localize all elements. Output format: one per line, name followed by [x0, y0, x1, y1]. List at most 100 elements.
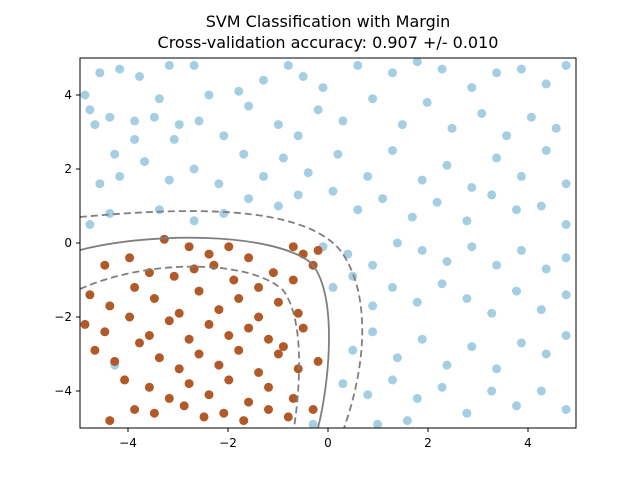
- data-point-outside: [293, 131, 303, 141]
- data-point-outside: [95, 179, 105, 189]
- data-point-outside: [308, 419, 318, 428]
- data-point-outside: [140, 157, 149, 167]
- data-point-outside: [492, 260, 502, 270]
- data-point-outside: [164, 175, 174, 185]
- data-point-outside: [219, 131, 229, 141]
- data-point-outside: [432, 197, 442, 207]
- data-point-inside: [313, 356, 323, 366]
- data-point-inside: [144, 382, 154, 392]
- data-point-outside: [80, 90, 90, 100]
- data-point-outside: [437, 279, 447, 289]
- decision-boundaries: [80, 210, 364, 428]
- data-point-outside: [516, 171, 526, 181]
- data-point-outside: [516, 338, 526, 348]
- data-point-outside: [516, 245, 526, 255]
- data-point-inside: [154, 353, 164, 363]
- data-point-outside: [85, 105, 95, 115]
- data-point-outside: [313, 105, 323, 115]
- data-point-outside: [502, 131, 512, 141]
- data-point-outside: [462, 294, 472, 303]
- data-point-inside: [264, 382, 273, 392]
- data-point-outside: [551, 123, 561, 133]
- data-point-inside: [100, 260, 110, 270]
- data-point-outside: [164, 60, 174, 70]
- data-point-outside: [189, 60, 199, 70]
- data-point-inside: [184, 334, 194, 344]
- data-point-outside: [541, 264, 551, 274]
- data-point-outside: [536, 201, 546, 211]
- data-point-outside: [105, 112, 115, 122]
- data-point-outside: [388, 282, 397, 292]
- scatter-points: [80, 58, 571, 428]
- decision-boundary-curve: [80, 236, 330, 428]
- data-point-inside: [130, 405, 140, 414]
- data-point-outside: [110, 149, 120, 159]
- x-tick-label: 4: [524, 436, 532, 450]
- data-point-inside: [194, 286, 204, 296]
- data-point-inside: [204, 319, 214, 329]
- data-point-inside: [144, 331, 154, 340]
- data-point-outside: [189, 216, 199, 226]
- data-point-inside: [199, 412, 209, 422]
- data-point-outside: [388, 375, 397, 385]
- data-point-outside: [392, 353, 402, 363]
- data-point-inside: [273, 349, 283, 359]
- y-tick-label: −4: [54, 384, 72, 398]
- data-point-outside: [412, 58, 422, 67]
- data-point-inside: [214, 360, 224, 370]
- data-point-inside: [204, 390, 214, 400]
- data-point-outside: [169, 134, 179, 144]
- data-point-outside: [328, 282, 338, 292]
- data-point-inside: [194, 349, 204, 359]
- data-point-inside: [288, 242, 298, 252]
- x-axis: −4 −2 0 2 4: [119, 428, 532, 450]
- data-point-inside: [254, 282, 264, 292]
- data-point-outside: [467, 183, 477, 192]
- y-tick-label: 0: [64, 236, 72, 250]
- data-point-outside: [214, 179, 224, 189]
- data-point-inside: [164, 393, 174, 403]
- data-point-outside: [90, 120, 100, 130]
- data-point-outside: [353, 60, 363, 70]
- data-point-outside: [219, 208, 229, 218]
- data-point-inside: [80, 319, 90, 329]
- data-point-outside: [368, 260, 378, 270]
- data-point-outside: [462, 216, 472, 226]
- data-point-outside: [467, 242, 477, 252]
- data-point-inside: [308, 405, 318, 414]
- data-point-outside: [338, 116, 348, 126]
- data-point-outside: [278, 153, 288, 163]
- y-tick-label: 2: [64, 162, 72, 176]
- data-point-inside: [254, 312, 264, 322]
- data-point-outside: [512, 205, 521, 215]
- data-point-outside: [526, 112, 536, 122]
- data-point-outside: [338, 379, 348, 389]
- data-point-outside: [561, 253, 571, 263]
- data-point-outside: [442, 360, 452, 370]
- chart-subtitle: Cross-validation accuracy: 0.907 +/- 0.0…: [158, 33, 499, 52]
- data-point-inside: [283, 412, 293, 422]
- data-point-inside: [224, 331, 234, 340]
- data-point-inside: [164, 316, 174, 326]
- y-axis: 4 2 0 −2 −4: [54, 88, 80, 398]
- y-tick-label: 4: [64, 88, 72, 102]
- chart-title: SVM Classification with Margin: [206, 12, 451, 31]
- data-point-outside: [392, 238, 402, 248]
- data-point-inside: [244, 323, 254, 333]
- data-point-outside: [561, 290, 571, 300]
- data-point-outside: [234, 86, 244, 96]
- data-point-outside: [343, 249, 353, 259]
- data-point-outside: [239, 149, 249, 159]
- data-point-outside: [259, 171, 268, 181]
- data-point-inside: [273, 297, 283, 307]
- data-point-inside: [298, 323, 308, 333]
- data-point-outside: [487, 386, 497, 396]
- data-point-outside: [194, 116, 204, 126]
- data-point-outside: [115, 171, 125, 181]
- data-point-inside: [130, 282, 140, 292]
- data-point-inside: [105, 416, 115, 426]
- data-point-outside: [447, 123, 457, 133]
- data-point-inside: [90, 345, 100, 355]
- data-point-outside: [105, 208, 115, 218]
- data-point-outside: [368, 327, 378, 337]
